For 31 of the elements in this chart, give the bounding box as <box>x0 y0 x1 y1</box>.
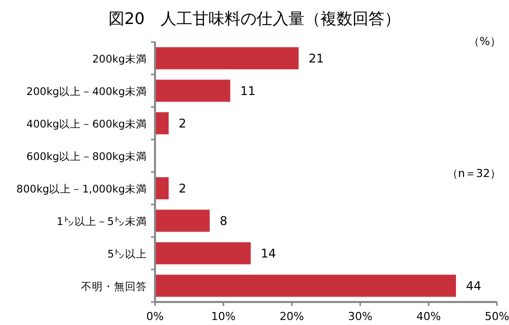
x-tick-label: 0% <box>146 310 164 323</box>
bar <box>155 47 299 70</box>
bar <box>155 210 210 232</box>
y-tick-label: 5㌧以上 <box>107 247 147 260</box>
y-tick-label: 200kg未満 <box>92 52 147 66</box>
x-tick-label: 20% <box>280 310 304 323</box>
annotation: （n＝32） <box>447 167 501 180</box>
annotation: （%） <box>468 35 501 48</box>
y-tick-label: 200kg以上－400kg未満 <box>26 84 147 98</box>
data-label: 2 <box>178 181 186 196</box>
x-tick-label: 10% <box>211 310 236 323</box>
data-label: 14 <box>260 246 276 260</box>
data-label: 21 <box>308 51 324 66</box>
x-tick-label: 50% <box>484 310 509 323</box>
x-tick-label: 30% <box>348 310 372 323</box>
bar <box>155 177 169 200</box>
data-label: 2 <box>178 116 186 130</box>
bar <box>155 242 251 264</box>
data-label: 44 <box>466 278 482 293</box>
data-label: 8 <box>220 214 228 228</box>
x-tick-label: 40% <box>416 310 441 323</box>
bar <box>155 274 456 297</box>
bar <box>155 112 169 134</box>
y-tick-label: 800kg以上－1,000kg未満 <box>16 182 147 196</box>
chart-title: 図20 人工甘味料の仕入量（複数回答） <box>108 9 401 28</box>
y-tick-label: 400kg以上－600kg未満 <box>26 117 147 130</box>
y-tick-label: 600kg以上－800kg未満 <box>26 150 147 163</box>
y-tick-label: 不明・無回答 <box>81 280 147 293</box>
bar <box>155 80 230 102</box>
data-label: 11 <box>240 84 256 98</box>
y-tick-label: 1㌧以上－5㌧未満 <box>56 214 147 228</box>
